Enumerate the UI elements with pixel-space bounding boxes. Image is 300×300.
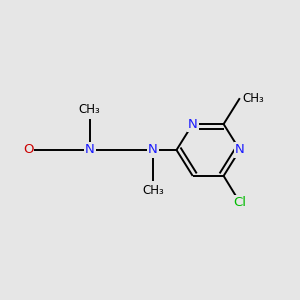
Text: Cl: Cl — [233, 196, 246, 209]
Text: O: O — [23, 143, 33, 157]
Text: N: N — [85, 143, 94, 157]
Text: CH₃: CH₃ — [243, 92, 265, 105]
Text: N: N — [235, 143, 245, 157]
Text: N: N — [188, 118, 198, 130]
Text: CH₃: CH₃ — [142, 184, 164, 197]
Text: H: H — [23, 143, 33, 157]
Text: N: N — [148, 143, 158, 157]
Text: CH₃: CH₃ — [79, 103, 100, 116]
